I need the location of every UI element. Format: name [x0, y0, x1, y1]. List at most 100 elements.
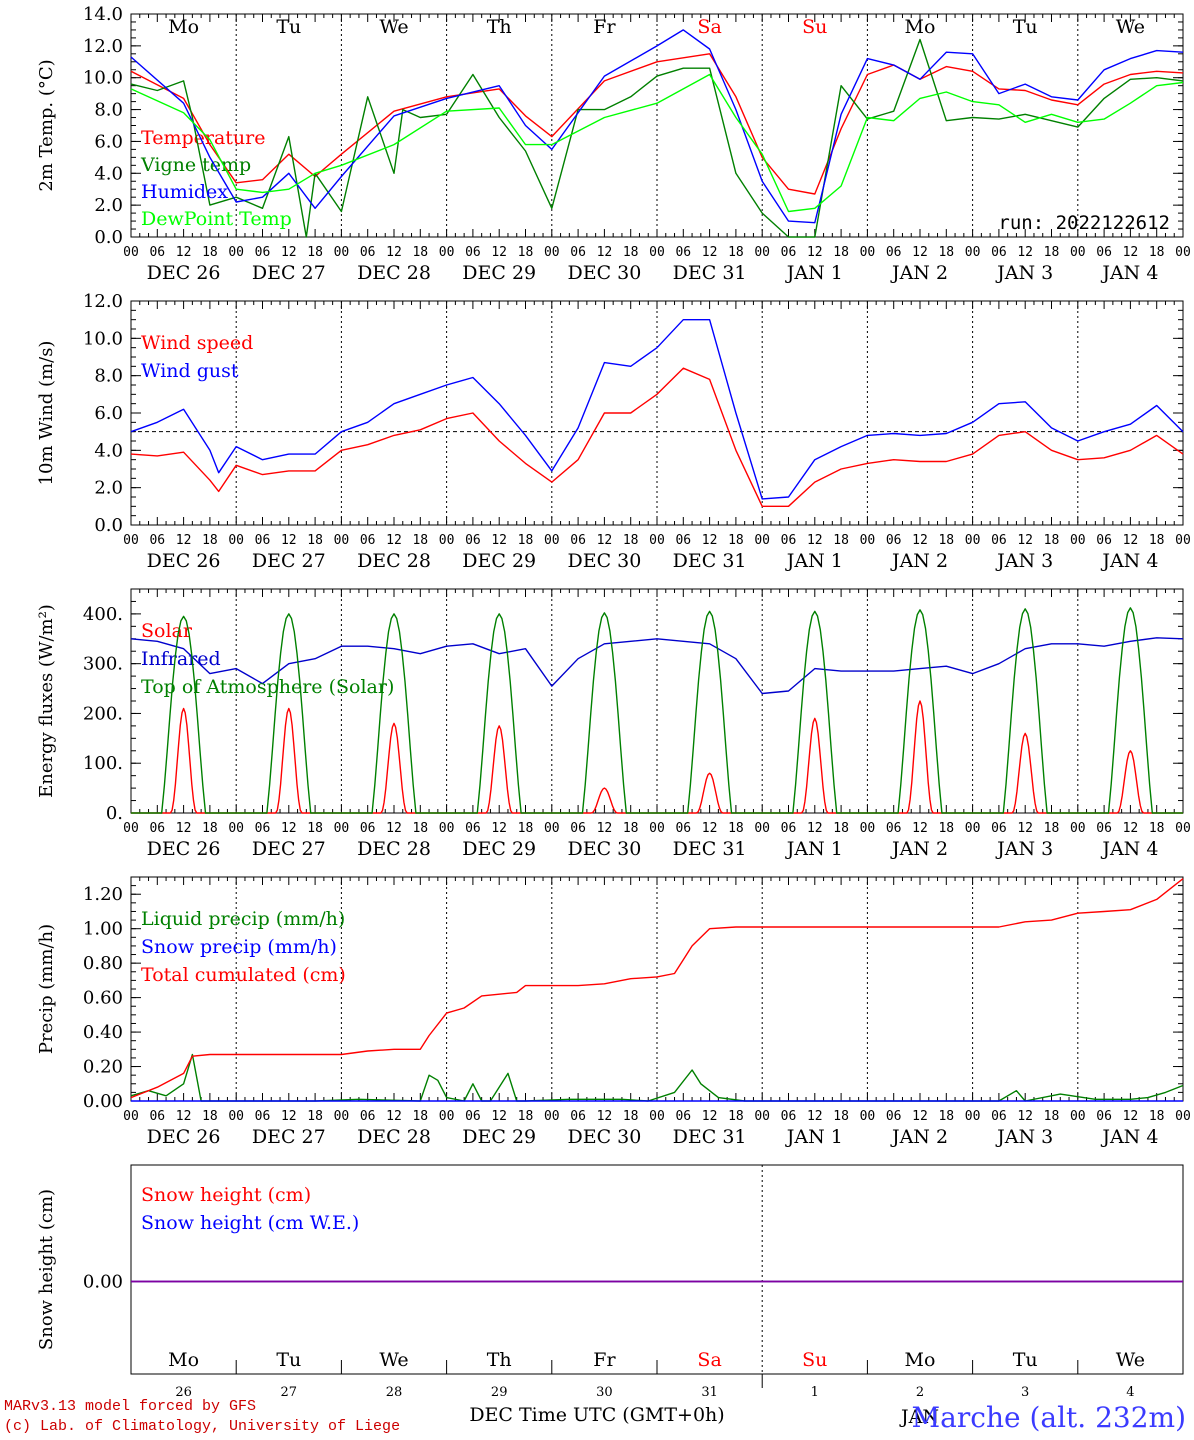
series-line-vigne-temp: [130, 38, 1184, 238]
hour-tick-label: 18: [1149, 245, 1165, 260]
hour-tick-label: 12: [597, 1109, 613, 1124]
date-label: DEC 26: [147, 550, 221, 572]
hour-tick-label: 06: [465, 245, 481, 260]
y-tick-label: 6.0: [94, 403, 123, 424]
y-tick-label: 8.0: [94, 366, 123, 387]
hour-tick-label: 06: [255, 821, 271, 836]
hour-tick-label: 00: [860, 1109, 876, 1124]
hour-tick-label: 06: [886, 533, 902, 548]
hour-tick-label: 18: [1149, 1109, 1165, 1124]
weekday-label: Tu: [276, 16, 301, 38]
hour-tick-label: 00: [123, 821, 139, 836]
hour-tick-label: 00: [544, 245, 560, 260]
date-label: DEC 31: [673, 550, 747, 572]
hour-tick-label: 18: [833, 821, 849, 836]
hour-tick-label: 18: [412, 245, 428, 260]
y-tick-label: 0.00: [83, 1091, 123, 1112]
hour-tick-label: 06: [149, 245, 165, 260]
hour-tick-label: 06: [360, 1109, 376, 1124]
series-line-top-of-atmosphere-solar-: [131, 607, 1183, 814]
y-tick-label: 4.0: [94, 440, 123, 461]
hour-tick-label: 06: [675, 245, 691, 260]
day-number: 3: [1021, 1385, 1029, 1400]
hour-tick-label: 00: [228, 245, 244, 260]
hour-tick-label: 18: [728, 245, 744, 260]
wind-panel: 00 06 12 18 00 06 12 18 00 06 12 18 00 06 12 18 00 06 12 18…: [36, 291, 1191, 572]
hour-tick-label: 00: [544, 533, 560, 548]
hour-tick-label: 00: [334, 245, 350, 260]
hour-tick-label: 12: [281, 533, 297, 548]
hour-tick-label: 06: [1096, 245, 1112, 260]
date-label: JAN 4: [1100, 838, 1158, 860]
date-label: JAN 2: [890, 1126, 948, 1148]
hour-tick-label: 06: [255, 533, 271, 548]
hour-tick-label: 06: [991, 1109, 1007, 1124]
hour-tick-label: 06: [149, 1109, 165, 1124]
station-name: Marche (alt. 232m): [911, 1401, 1186, 1434]
y-axis-label: 2m Temp. (°C): [36, 59, 57, 191]
y-tick-label: 14.0: [83, 4, 123, 25]
date-label: DEC 28: [357, 550, 431, 572]
hour-tick-label: 00: [649, 821, 665, 836]
legend-dewpoint-temp: DewPoint Temp: [141, 208, 292, 230]
weekday-label: Fr: [593, 16, 616, 38]
hour-tick-label: 06: [255, 245, 271, 260]
hour-tick-label: 00: [1070, 1109, 1086, 1124]
y-tick-label: 1.20: [83, 884, 123, 905]
hour-tick-label: 12: [1123, 245, 1139, 260]
hour-tick-label: 12: [176, 533, 192, 548]
date-label: JAN 3: [995, 1126, 1053, 1148]
hour-tick-label: 12: [176, 245, 192, 260]
hour-tick-label: 18: [518, 1109, 534, 1124]
legend-humidex: Humidex: [141, 181, 228, 203]
y-tick-label: 0.: [106, 803, 123, 824]
date-label: JAN 3: [995, 838, 1053, 860]
y-tick-label: 12.0: [83, 36, 123, 57]
weekday-label: Sa: [697, 1349, 721, 1371]
hour-tick-label: 18: [833, 1109, 849, 1124]
hour-tick-label: 00: [228, 821, 244, 836]
hour-tick-label: 06: [570, 1109, 586, 1124]
series-line-wind-gust: [130, 319, 1184, 500]
hour-tick-label: 12: [912, 1109, 928, 1124]
hour-tick-label: 12: [1123, 1109, 1139, 1124]
hour-tick-label: 18: [518, 533, 534, 548]
hour-tick-label: 06: [465, 821, 481, 836]
hour-tick-label: 18: [1044, 245, 1060, 260]
hour-tick-label: 06: [675, 1109, 691, 1124]
legend-temperature: Temperature: [141, 127, 265, 149]
hour-tick-label: 18: [623, 245, 639, 260]
hour-tick-label: 00: [965, 821, 981, 836]
y-tick-label: 300.: [83, 654, 123, 675]
hour-tick-label: 18: [623, 821, 639, 836]
precip-panel: 00 06 12 18 00 06 12 18 00 06 12 18 00 06 12 18 00 06 12 18…: [36, 876, 1191, 1148]
legend-infrared: Infrared: [141, 648, 221, 670]
hour-tick-label: 12: [281, 245, 297, 260]
hour-tick-label: 12: [281, 821, 297, 836]
hour-tick-label: 12: [702, 245, 718, 260]
y-tick-label: 0.0: [94, 227, 123, 248]
y-tick-label: 6.0: [94, 131, 123, 152]
date-label: JAN 1: [785, 838, 843, 860]
series-line-total-cumulated-cm-: [130, 878, 1184, 1099]
weekday-label: Su: [802, 16, 827, 38]
hour-tick-label: 00: [544, 1109, 560, 1124]
weekday-label: Su: [802, 1349, 827, 1371]
hour-tick-label: 00: [649, 245, 665, 260]
hour-tick-label: 18: [307, 533, 323, 548]
hour-tick-label: 06: [675, 533, 691, 548]
date-label: JAN 4: [1100, 550, 1158, 572]
date-label: DEC 28: [357, 1126, 431, 1148]
date-label: JAN 2: [890, 550, 948, 572]
model-credit: MARv3.13 model forced by GFS: [4, 1398, 257, 1415]
series-line-wind-speed: [130, 367, 1184, 507]
legend-top-of-atmosphere-solar-: Top of Atmosphere (Solar): [141, 676, 394, 698]
date-label: JAN 3: [995, 262, 1053, 284]
series-line-humidex: [130, 29, 1184, 224]
date-label: DEC 31: [673, 1126, 747, 1148]
hour-tick-label: 06: [149, 533, 165, 548]
day-number: 1: [811, 1385, 819, 1400]
y-tick-label: 0.0: [94, 515, 123, 536]
y-tick-label: 0.80: [83, 953, 123, 974]
hour-tick-label: 00: [228, 533, 244, 548]
